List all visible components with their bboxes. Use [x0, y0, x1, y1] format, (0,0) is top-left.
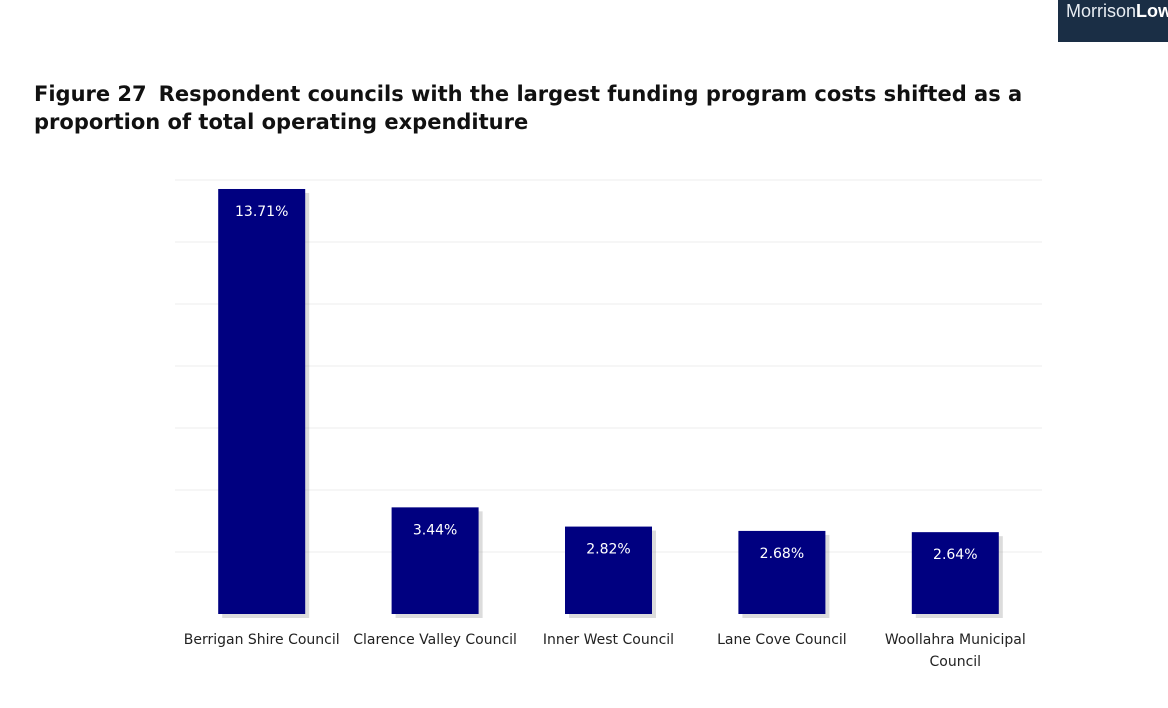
- bar: [218, 188, 306, 615]
- data-label: 2.64%: [933, 547, 977, 563]
- data-label: 2.82%: [586, 542, 630, 558]
- figure-number: Figure 27: [34, 82, 147, 106]
- logo-text-light: Morrison: [1066, 1, 1137, 21]
- logo-text-bold: Low: [1136, 1, 1168, 21]
- data-labels: 13.71% 3.44% 2.82% 2.68% 2.64%: [235, 204, 978, 563]
- bars: [218, 188, 1003, 619]
- bar: [738, 530, 826, 614]
- category-labels: Berrigan Shire Council Clarence Valley Co…: [184, 632, 1026, 670]
- morrisonlow-logo: MorrisonLow: [1058, 0, 1168, 42]
- data-label: 3.44%: [413, 522, 457, 538]
- category-label: Lane Cove Council: [717, 632, 847, 648]
- category-label: Clarence Valley Council: [353, 632, 517, 648]
- category-label: Berrigan Shire Council: [184, 632, 340, 648]
- figure-caption: Respondent councils with the largest fun…: [34, 82, 1023, 134]
- bar: [911, 532, 999, 614]
- figure-title: Figure 27 Respondent councils with the la…: [34, 80, 1144, 136]
- category-label: Woollahra Municipal: [885, 632, 1026, 648]
- data-label: 2.68%: [760, 546, 804, 562]
- bar: [391, 507, 479, 614]
- category-label: Inner West Council: [543, 632, 674, 648]
- data-label: 13.71%: [235, 204, 288, 220]
- bar: [565, 526, 652, 614]
- category-label: Council: [930, 654, 982, 670]
- gridlines: [175, 179, 1042, 553]
